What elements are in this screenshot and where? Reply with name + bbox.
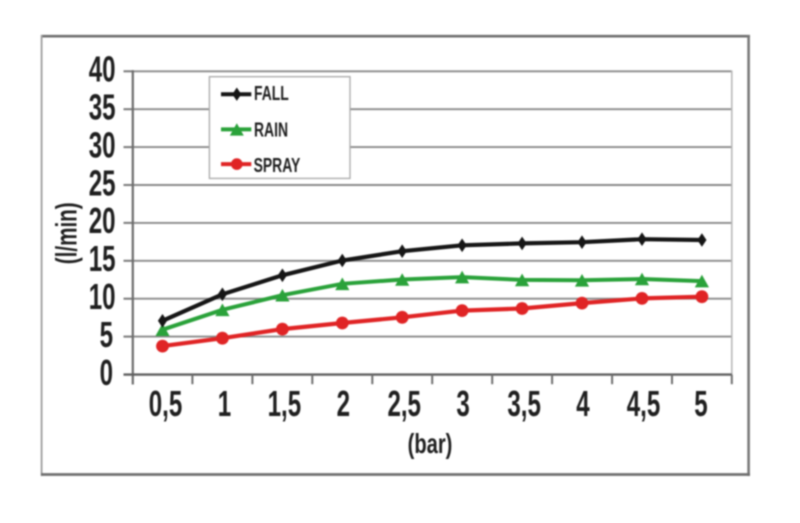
svg-text:4: 4 [576,384,589,424]
svg-text:40: 40 [89,50,116,90]
svg-text:0,5: 0,5 [149,384,183,424]
svg-text:25: 25 [89,164,116,204]
svg-text:0: 0 [100,353,113,393]
svg-text:10: 10 [89,277,116,317]
svg-text:35: 35 [89,88,116,128]
svg-text:20: 20 [89,201,116,241]
svg-text:3,5: 3,5 [507,384,541,424]
svg-text:4,5: 4,5 [627,384,661,424]
svg-text:1,5: 1,5 [268,384,302,424]
svg-text:SPRAY: SPRAY [254,153,301,176]
svg-text:1: 1 [218,384,231,424]
svg-text:(bar): (bar) [408,429,453,460]
svg-text:3: 3 [456,384,469,424]
svg-text:2,5: 2,5 [387,384,421,424]
svg-text:15: 15 [89,239,116,279]
svg-text:RAIN: RAIN [254,118,288,141]
svg-text:2: 2 [337,384,350,424]
svg-text:(l/min): (l/min) [51,202,83,264]
svg-text:5: 5 [100,315,113,355]
svg-text:5: 5 [694,384,707,424]
svg-text:FALL: FALL [254,81,289,104]
svg-text:30: 30 [89,126,116,166]
